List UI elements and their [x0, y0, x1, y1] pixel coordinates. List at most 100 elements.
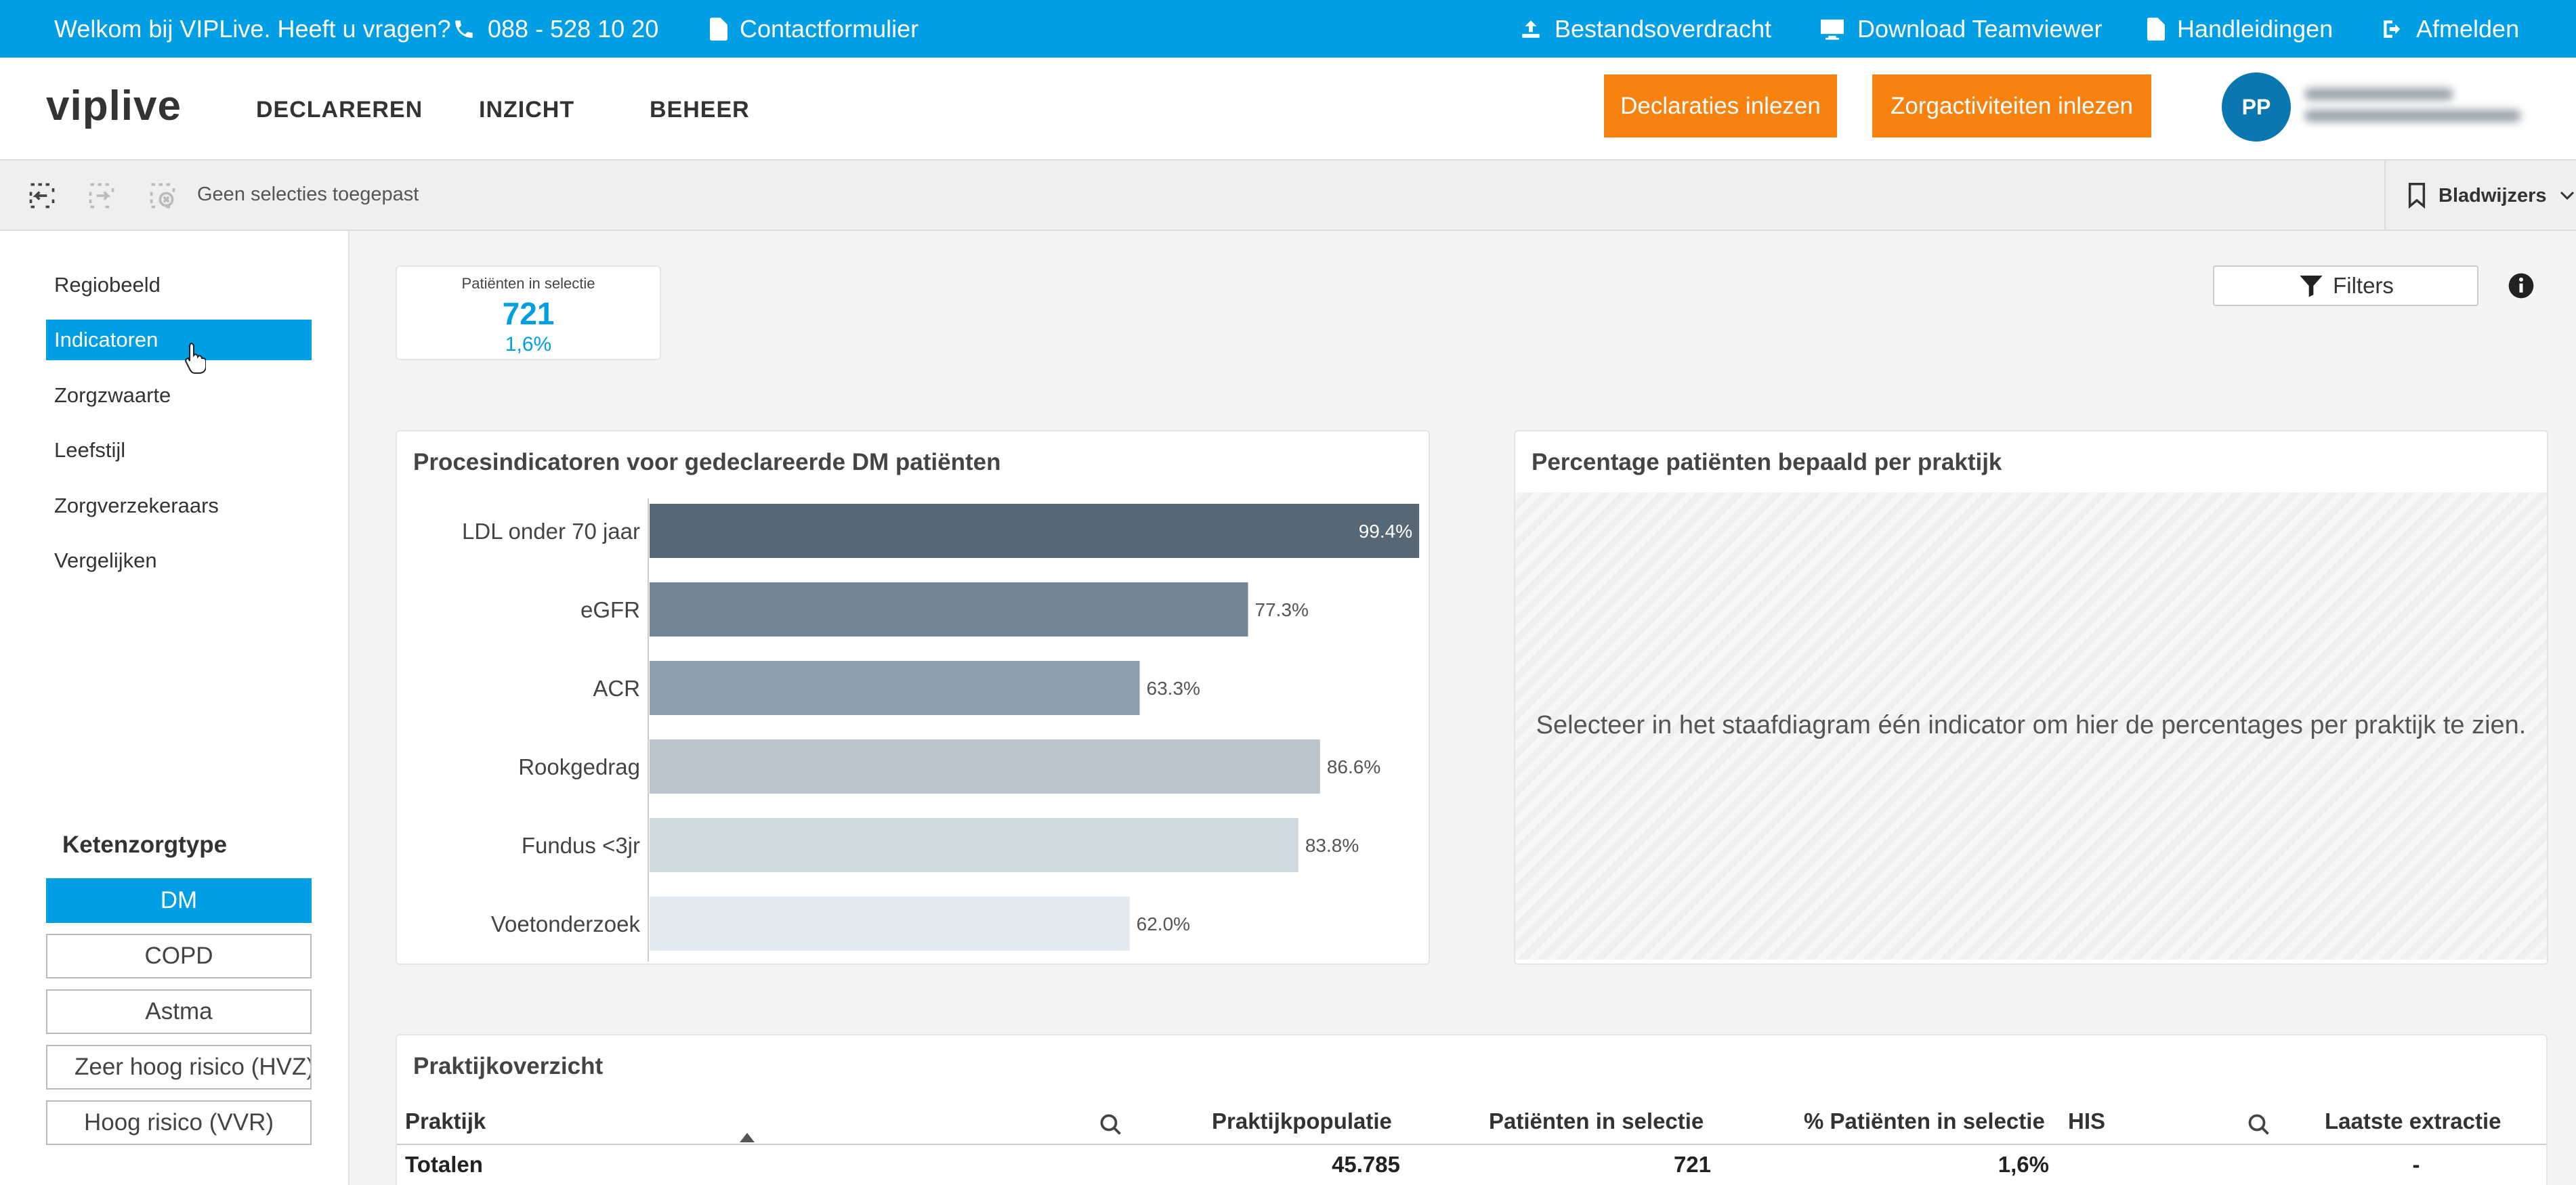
selection-back-icon[interactable]	[27, 181, 57, 211]
search-praktijk-icon[interactable]	[1099, 1113, 1123, 1137]
procesindicatoren-chart-panel: Procesindicatoren voor gedeclareerde DM …	[396, 430, 1430, 965]
bar-value-label: 77.3%	[1255, 599, 1309, 620]
upload-icon	[1522, 20, 1540, 38]
procesindicatoren-bar-chart: LDL onder 70 jaar 99.4% eGFR 77.3% ACR 63.3% R…	[462, 498, 1420, 962]
teamviewer-link[interactable]: Download Teamviewer	[1819, 0, 2103, 58]
zorgactiviteiten-inlezen-button[interactable]: Zorgactiviteiten inlezen	[1872, 74, 2151, 137]
phone-icon	[455, 20, 473, 38]
bookmarks-button[interactable]: Bladwijzers	[2384, 160, 2576, 231]
category-label: Fundus <3jr	[522, 833, 640, 858]
col-header-patienten-in-selectie[interactable]: Patiënten in selectie	[1489, 1108, 1704, 1134]
chevron-down-icon	[2560, 191, 2574, 200]
viplive-logo[interactable]: viplive	[46, 83, 182, 129]
sidebar-item-indicatoren[interactable]: Indicatoren	[46, 320, 312, 360]
user-avatar[interactable]: PP	[2222, 72, 2291, 142]
logout-link[interactable]: Afmelden	[2381, 0, 2519, 58]
col-header-pct-patienten[interactable]: % Patiënten in selectie	[1804, 1108, 2045, 1134]
practice-percentage-panel: Percentage patiënten bepaald per praktij…	[1514, 430, 2548, 965]
ketenzorg-title: Ketenzorgtype	[62, 832, 228, 858]
category-label: Rookgedrag	[518, 754, 640, 779]
col-header-praktijkpopulatie[interactable]: Praktijkpopulatie	[1212, 1108, 1392, 1134]
bar-value-label: 99.4%	[1359, 521, 1412, 542]
sidebar-item-regiobeeld[interactable]: Regiobeeld	[54, 273, 161, 297]
hand-cursor-icon	[184, 342, 206, 374]
praktijkoverzicht-table: Praktijkoverzicht Praktijk Praktijkpopul…	[396, 1034, 2548, 1185]
placeholder-message: Selecteer in het staafdiagram één indica…	[1536, 711, 2527, 740]
nav-beheer[interactable]: BEHEER	[650, 97, 750, 123]
selection-toolbar: Geen selecties toegepast Bladwijzers	[0, 160, 2576, 231]
contact-form-link[interactable]: Contactformulier	[710, 0, 919, 58]
totals-laatste-extractie: -	[2412, 1152, 2420, 1177]
filters-label: Filters	[2333, 273, 2394, 298]
welcome-label: Welkom bij VIPLive. Heeft u vragen?	[54, 14, 451, 43]
totals-label: Totalen	[405, 1152, 483, 1177]
totals-patienten: 721	[1673, 1152, 1711, 1177]
sidebar-item-zorgverzekeraars[interactable]: Zorgverzekeraars	[54, 494, 219, 517]
indicator-bar[interactable]	[650, 818, 1298, 872]
category-label: Voetonderzoek	[491, 911, 641, 936]
nav-inzicht[interactable]: INZICHT	[479, 97, 575, 123]
indicator-bar[interactable]	[650, 504, 1420, 558]
ketenzorg-dm-button[interactable]: DM	[46, 878, 312, 923]
bar-value-label: 63.3%	[1147, 678, 1200, 699]
category-label: LDL onder 70 jaar	[462, 519, 640, 544]
document-icon	[710, 17, 727, 41]
file-transfer-link[interactable]: Bestandsoverdracht	[1519, 0, 1771, 58]
indicator-bar[interactable]	[650, 582, 1248, 637]
sidebar-item-leefstijl[interactable]: Leefstijl	[54, 438, 126, 462]
table-header-divider	[397, 1144, 2546, 1145]
logout-icon	[2384, 20, 2401, 38]
sidebar-item-vergelijken[interactable]: Vergelijken	[54, 548, 157, 572]
category-label: eGFR	[580, 597, 640, 622]
search-his-icon[interactable]	[2247, 1113, 2271, 1137]
manuals-link[interactable]: Handleidingen	[2147, 0, 2333, 58]
logout-label: Afmelden	[2416, 14, 2520, 43]
chart-title: Procesindicatoren voor gedeclareerde DM …	[413, 449, 1001, 475]
table-title: Praktijkoverzicht	[413, 1053, 604, 1079]
app-header: viplive DECLAREREN INZICHT BEHEER Declar…	[0, 58, 2576, 160]
indicator-bar[interactable]	[650, 661, 1140, 715]
filter-icon	[2300, 276, 2323, 297]
filters-button[interactable]: Filters	[2213, 265, 2478, 306]
phone-link[interactable]: 088 - 528 10 20	[452, 0, 658, 58]
ketenzorg-astma-button[interactable]: Astma	[46, 989, 312, 1034]
col-header-his[interactable]: HIS	[2068, 1108, 2106, 1134]
info-icon[interactable]	[2508, 272, 2535, 299]
sidebar: Regiobeeld Indicatoren Zorgzwaarte Leefs…	[0, 231, 350, 1185]
selection-status: Geen selecties toegepast	[197, 184, 419, 205]
ketenzorg-hvz-button[interactable]: Zeer hoog risico (HVZ)	[46, 1045, 312, 1090]
ketenzorg-copd-button[interactable]: COPD	[46, 934, 312, 978]
col-header-laatste-extractie[interactable]: Laatste extractie	[2325, 1108, 2501, 1134]
col-header-praktijk[interactable]: Praktijk	[405, 1108, 486, 1134]
kpi-label: Patiënten in selectie	[461, 275, 595, 292]
ketenzorg-vvr-button[interactable]: Hoog risico (VVR)	[46, 1100, 312, 1145]
selection-clear-icon[interactable]	[148, 181, 177, 211]
indicator-bar[interactable]	[650, 897, 1130, 951]
user-info-redacted	[2304, 88, 2528, 129]
bar-value-label: 83.8%	[1305, 835, 1359, 856]
nav-declareren[interactable]: DECLAREREN	[256, 97, 423, 123]
practice-chart-placeholder: Selecteer in het staafdiagram één indica…	[1515, 492, 2547, 960]
top-info-bar: Welkom bij VIPLive. Heeft u vragen? 088 …	[0, 0, 2576, 58]
kpi-percent: 1,6%	[505, 333, 552, 356]
manuals-label: Handleidingen	[2177, 14, 2334, 43]
declaraties-inlezen-button[interactable]: Declaraties inlezen	[1604, 74, 1837, 137]
contact-label: Contactformulier	[740, 14, 919, 43]
selection-forward-icon[interactable]	[87, 181, 117, 211]
category-label: ACR	[593, 676, 640, 701]
totals-pct: 1,6%	[1998, 1152, 2049, 1177]
bar-value-label: 86.6%	[1327, 756, 1380, 777]
bar-value-label: 62.0%	[1137, 913, 1190, 934]
document-icon	[2147, 17, 2165, 41]
sort-ascending-icon[interactable]	[738, 1132, 756, 1144]
monitor-icon	[1821, 19, 1844, 40]
phone-label: 088 - 528 10 20	[488, 14, 659, 43]
teamviewer-label: Download Teamviewer	[1857, 14, 2103, 43]
totals-praktijkpopulatie: 45.785	[1332, 1152, 1400, 1177]
kpi-patients-card: Patiënten in selectie 721 1,6%	[396, 265, 661, 360]
indicator-bar[interactable]	[650, 739, 1320, 794]
sidebar-item-zorgzwaarte[interactable]: Zorgzwaarte	[54, 383, 171, 407]
bookmarks-label: Bladwijzers	[2438, 184, 2547, 207]
practice-panel-title: Percentage patiënten bepaald per praktij…	[1532, 449, 2002, 475]
bookmark-icon	[2408, 183, 2426, 209]
